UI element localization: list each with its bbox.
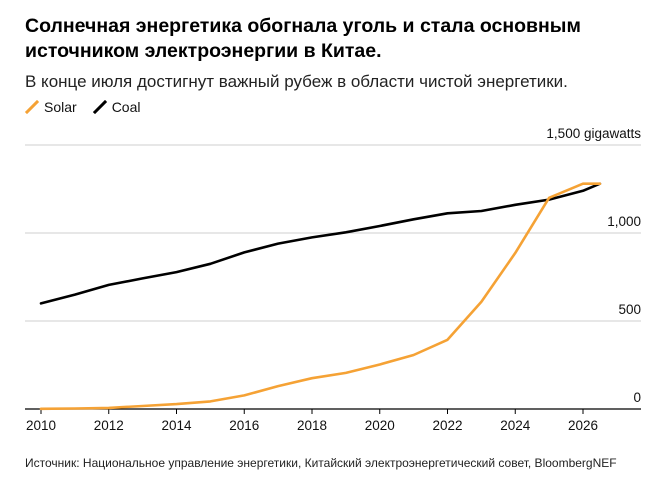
x-tick-label: 2016 <box>229 418 259 433</box>
legend-swatch-solar <box>25 100 39 114</box>
legend-label-coal: Coal <box>111 99 141 115</box>
x-tick-label: 2014 <box>161 418 192 433</box>
x-tick-label: 2012 <box>94 418 124 433</box>
legend-label-solar: Solar <box>44 99 77 115</box>
legend-swatch-coal <box>92 100 107 114</box>
x-axis: 2010 2012 2014 2016 2018 2020 2022 2024 2026 <box>26 409 598 433</box>
x-tick-label: 2022 <box>432 418 462 433</box>
y-tick-label: 1,500 gigawatts <box>546 126 641 141</box>
y-tick-label: 500 <box>618 302 641 317</box>
x-tick-label: 2026 <box>568 418 598 433</box>
y-tick-label: 0 <box>633 390 641 405</box>
y-axis-tick-labels: 0 500 1,000 1,500 gigawatts <box>546 126 641 405</box>
chart-title: Солнечная энергетика обогнала уголь и ст… <box>25 15 581 62</box>
series-line-coal <box>39 182 602 305</box>
chart-legend: Solar Coal <box>25 98 140 116</box>
legend-item-coal: Coal <box>92 98 141 116</box>
series-lines <box>39 182 602 411</box>
y-tick-label: 1,000 <box>607 214 641 229</box>
source-note: Источник: Национальное управление энерге… <box>25 456 617 470</box>
chart-subtitle: В конце июля достигнут важный рубеж в об… <box>25 72 568 91</box>
legend-item-solar: Solar <box>25 98 77 116</box>
x-tick-label: 2010 <box>26 418 56 433</box>
x-tick-label: 2020 <box>365 418 395 433</box>
gridlines <box>25 144 641 410</box>
series-line-solar <box>39 182 602 411</box>
x-tick-label: 2024 <box>500 418 531 433</box>
x-tick-label: 2018 <box>297 418 327 433</box>
